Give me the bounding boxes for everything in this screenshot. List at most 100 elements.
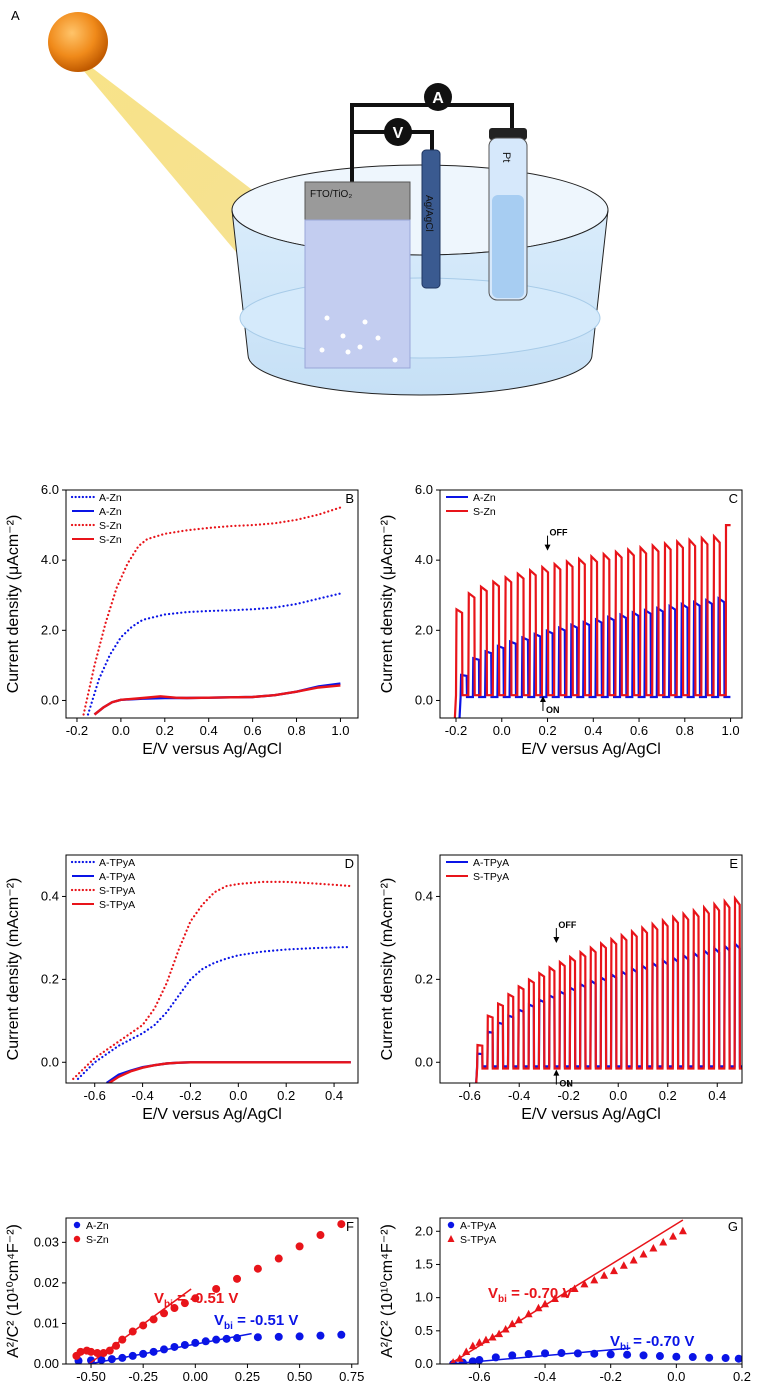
y-tick-label: 4.0 (415, 552, 433, 567)
x-tick-label: -0.6 (468, 1369, 490, 1384)
legend-label: S-TPyA (473, 871, 509, 883)
data-point (191, 1294, 200, 1303)
data-point (180, 1299, 189, 1308)
data-point (514, 1315, 523, 1324)
y-axis-label: Current density (μAcm⁻²) (5, 515, 22, 694)
x-tick-label: -0.4 (131, 1088, 153, 1103)
data-point (557, 1349, 566, 1358)
plot-area (475, 895, 742, 1083)
x-tick-label: -0.4 (534, 1369, 556, 1384)
legend-label: S-TPyA (460, 1234, 496, 1246)
off-arrowhead (544, 544, 551, 551)
data-point (93, 1349, 102, 1358)
y-tick-label: 0.5 (415, 1323, 433, 1338)
ammeter-label: A (432, 90, 444, 107)
x-axis-label: E/V versus Ag/AgCl (521, 1106, 661, 1123)
y-tick-label: 0.0 (415, 692, 433, 707)
legend-label: A-TPyA (473, 857, 509, 869)
y-axis-label: A²/C² (10¹⁰cm⁴F⁻²) (379, 1224, 396, 1358)
ammeter-icon (424, 83, 452, 111)
panel-letter: E (729, 856, 738, 871)
data-point (534, 1303, 543, 1312)
y-tick-label: 4.0 (41, 552, 59, 567)
data-point (623, 1350, 632, 1359)
x-tick-label: -0.50 (76, 1369, 106, 1384)
legend-label: S-Zn (99, 534, 122, 546)
legend-label: A-Zn (99, 506, 122, 518)
counter-electrode-cap (489, 128, 527, 140)
legend-label: A-Zn (473, 492, 496, 504)
vbi-label-red: Vbi = -0.70 V (488, 1285, 572, 1305)
y-tick-label: 1.0 (415, 1290, 433, 1305)
y-axis-label: A²/C² (10¹⁰cm⁴F⁻²) (5, 1224, 22, 1358)
fit-line (449, 1347, 631, 1364)
x-tick-label: 0.6 (630, 723, 648, 738)
panel-letter: D (345, 856, 354, 871)
legend-label: A-Zn (86, 1220, 109, 1232)
x-tick-label: 0.2 (156, 723, 174, 738)
series-line-a-tpya (106, 1061, 351, 1083)
x-tick-label: 0.00 (183, 1369, 208, 1384)
data-point (639, 1250, 648, 1258)
panel-c: -0.2 0.0 0.2 0.4 0.6 0.8 1.0 0.0 2.0 4.0 6.0 C E/V v… (379, 482, 743, 758)
y-tick-label: 0.2 (41, 971, 59, 986)
legend-label: A-TPyA (460, 1220, 496, 1232)
data-point (316, 1331, 325, 1340)
x-tick-label: 0.2 (277, 1088, 295, 1103)
plot-area (72, 880, 352, 1083)
panel-letter: G (728, 1219, 738, 1234)
x-tick-label: 0.0 (667, 1369, 685, 1384)
wire (352, 130, 434, 150)
legend-label: A-TPyA (99, 871, 135, 883)
data-point (253, 1333, 262, 1342)
data-point (524, 1350, 533, 1359)
y-axis-label: Current density (mAcm⁻²) (5, 878, 22, 1061)
x-tick-label: -0.2 (445, 723, 467, 738)
data-point (721, 1354, 730, 1363)
y-tick-label: 0.00 (34, 1356, 59, 1371)
series-line-s-zn (93, 684, 341, 716)
y-tick-label: 0.2 (415, 971, 433, 986)
plot-frame (439, 489, 743, 719)
legend-marker (447, 1235, 455, 1242)
y-tick-label: 1.5 (415, 1256, 433, 1271)
y-tick-label: 0.4 (415, 888, 433, 903)
reference-electrode (421, 149, 441, 289)
x-tick-label: 0.75 (339, 1369, 364, 1384)
legend-label: S-Zn (473, 506, 496, 518)
panel-g: -0.6-0.4-0.20.00.20.00.51.01.52.0GE/V ve… (379, 1217, 751, 1384)
data-point (580, 1279, 589, 1288)
x-tick-label: 1.0 (331, 723, 349, 738)
x-tick-label: 0.25 (235, 1369, 260, 1384)
x-tick-label: 0.0 (229, 1088, 247, 1103)
data-point (87, 1356, 96, 1364)
series-line-a-tpya (76, 945, 352, 1081)
x-tick-label: -0.6 (459, 1088, 481, 1103)
x-tick-label: 0.4 (200, 723, 218, 738)
data-point (274, 1254, 283, 1263)
legend-label: S-TPyA (99, 885, 135, 897)
y-tick-label: 0.0 (41, 1054, 59, 1069)
y-tick-label: 0.4 (41, 888, 59, 903)
panel-e: -0.6 -0.4 -0.2 0.0 0.2 0.4 0.0 0.2 0.4 E E/V versu… (379, 854, 743, 1123)
plot-frame (65, 489, 359, 719)
fit-line (88, 1332, 252, 1364)
y-axis-label: Current density (μAcm⁻²) (379, 515, 396, 694)
on-arrowhead (539, 695, 546, 702)
x-tick-label: -0.4 (508, 1088, 530, 1103)
data-point (87, 1347, 96, 1356)
y-tick-label: 2.0 (41, 622, 59, 637)
y-tick-label: 0.0 (415, 1054, 433, 1069)
plot-area (453, 523, 731, 718)
working-electrode-label: FTO/TiO₂ (310, 189, 352, 200)
fit-line (449, 1219, 684, 1364)
vbi-label-blue: Vbi = -0.70 V (610, 1333, 694, 1353)
y-tick-label: 6.0 (415, 482, 433, 497)
series-line-s-tpya (475, 895, 742, 1083)
x-tick-label: 0.0 (609, 1088, 627, 1103)
data-point (475, 1356, 484, 1364)
data-point (705, 1353, 714, 1362)
data-point (508, 1351, 517, 1360)
data-point (105, 1346, 114, 1355)
panel-letter: C (729, 491, 738, 506)
